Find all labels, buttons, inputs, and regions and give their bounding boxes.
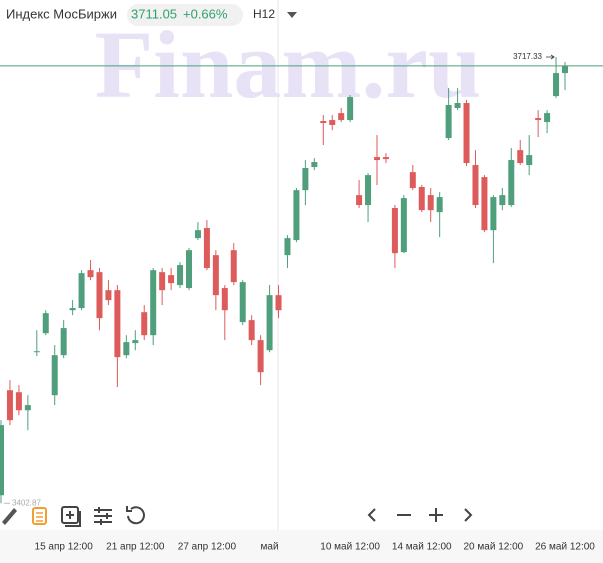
list-tool[interactable]: [32, 507, 47, 525]
candle-body: [159, 272, 166, 291]
x-tick-label: 14 май 12:00: [392, 542, 452, 553]
candle-body: [230, 250, 237, 283]
candle-body: [526, 155, 533, 166]
candle-body: [499, 195, 506, 206]
candle-body: [311, 162, 318, 168]
candle-body: [400, 198, 407, 253]
nav-left[interactable]: [367, 508, 376, 522]
candle-body: [0, 425, 4, 496]
candle-body: [78, 273, 85, 309]
candle-body: [508, 160, 515, 206]
candle-body: [69, 308, 76, 311]
candle-body: [266, 295, 273, 351]
x-tick-label: май: [261, 542, 279, 553]
zoom-in[interactable]: [429, 508, 443, 522]
candle-body: [221, 288, 228, 311]
candle-body: [356, 195, 363, 206]
candle-body: [105, 290, 112, 301]
watermark: Finam.ru: [95, 11, 482, 118]
add-indicator[interactable]: [61, 506, 79, 524]
nav-right[interactable]: [464, 508, 473, 522]
candle-body: [544, 113, 551, 123]
candle-body: [51, 355, 58, 396]
candle-body: [239, 282, 246, 323]
candle-body: [517, 150, 524, 164]
candle-body: [248, 320, 255, 341]
plot: 3717.33 3402.87: [0, 52, 603, 507]
x-tick-label: 21 апр 12:00: [106, 542, 165, 553]
change: +0.66%: [183, 6, 228, 21]
reset[interactable]: [126, 506, 145, 525]
candle-body: [177, 265, 184, 286]
x-tick-label: 26 май 12:00: [535, 542, 595, 553]
candle-body: [114, 290, 121, 358]
candle-body: [535, 118, 542, 121]
candle-body: [436, 197, 443, 213]
candle-body: [42, 313, 49, 334]
candle-body: [257, 340, 264, 373]
candle-body: [150, 270, 157, 336]
x-tick-label: 10 май 12:00: [320, 542, 380, 553]
candle-body: [409, 172, 416, 189]
low-marker-label: 3402.87: [12, 498, 41, 507]
candle-body: [391, 208, 398, 254]
candle-body: [338, 113, 345, 121]
candle-body: [347, 97, 354, 121]
add-indicator-plus: [65, 511, 81, 527]
candle-body: [553, 73, 560, 97]
high-marker-label: 3717.33: [513, 52, 542, 61]
candle-body: [24, 405, 31, 411]
candle-body: [15, 392, 22, 411]
candle-body: [445, 105, 452, 139]
candle-body: [427, 195, 434, 211]
candle-body: [562, 65, 568, 74]
price: 3711.05: [131, 6, 177, 21]
candle-body: [418, 187, 425, 211]
candle-body: [60, 328, 67, 356]
candle-body: [212, 255, 219, 296]
candle-body: [463, 103, 470, 164]
candle-body: [481, 177, 488, 231]
candle-body: [329, 120, 336, 126]
settings[interactable]: [94, 507, 112, 525]
candle-body: [87, 270, 94, 278]
x-tick-label: 20 май 12:00: [464, 542, 524, 553]
candle-body: [454, 103, 461, 108]
toolbar: [2, 506, 473, 527]
candle-body: [168, 275, 175, 284]
interval-dropdown[interactable]: [287, 12, 297, 18]
draw-tool[interactable]: [2, 508, 17, 525]
candle-body: [194, 230, 201, 239]
candle-body: [472, 165, 479, 206]
x-tick-label: 27 апр 12:00: [178, 542, 237, 553]
candle-body: [186, 250, 192, 289]
candle-body: [490, 197, 497, 231]
high-marker-arrow: [546, 54, 555, 60]
candle-body: [132, 340, 139, 344]
candle-body: [302, 168, 309, 191]
candle-body: [320, 121, 327, 124]
candle-body: [275, 295, 282, 311]
list-lines: [36, 512, 43, 522]
x-axis-band: [0, 530, 603, 563]
candle-body: [141, 312, 148, 336]
candle-body: [203, 228, 210, 269]
price-pill: [127, 4, 243, 26]
candle-body: [123, 342, 130, 356]
candle-body: [6, 390, 13, 421]
candle-body: [33, 351, 40, 353]
candle-body: [284, 238, 291, 256]
interval[interactable]: H12: [253, 7, 275, 21]
candle-body: [293, 190, 300, 241]
candle-body: [96, 272, 103, 319]
instrument-name: Индекс МосБиржи: [6, 6, 117, 21]
x-tick-label: 15 апр 12:00: [35, 542, 94, 553]
candle-body: [365, 175, 372, 206]
candle-body: [374, 157, 380, 161]
candle-body: [382, 157, 389, 160]
